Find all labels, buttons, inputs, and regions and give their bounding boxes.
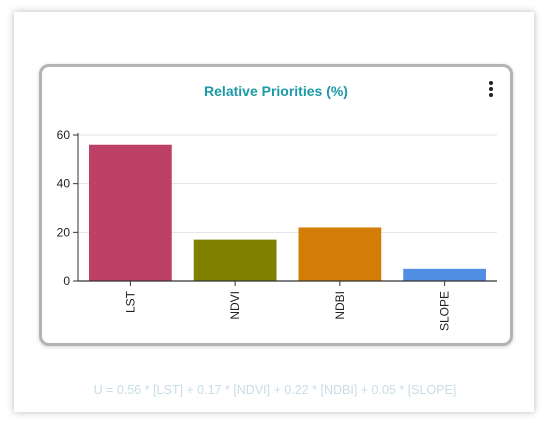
bar-ndvi xyxy=(193,239,277,281)
utility-formula: U = 0.56 * [LST] + 0.17 * [NDVI] + 0.22 … xyxy=(93,383,457,397)
y-tick-label: 20 xyxy=(57,225,71,239)
bar-lst xyxy=(88,144,172,281)
x-tick-label: NDBI xyxy=(333,291,347,320)
x-tick-label: SLOPE xyxy=(438,291,452,331)
chart-card: Relative Priorities (%) 0 20 40 60 LST NDVI ND… xyxy=(39,64,513,346)
more-options-icon[interactable] xyxy=(486,80,496,98)
y-tick-label: 0 xyxy=(63,274,70,288)
bar-ndbi xyxy=(298,227,382,281)
bar-slope xyxy=(403,268,487,281)
x-tick-label: LST xyxy=(123,290,137,313)
bar-chart: 0 20 40 60 LST NDVI NDBI SLOPE xyxy=(57,128,497,331)
chart-title: Relative Priorities (%) xyxy=(204,83,348,99)
y-tick-label: 40 xyxy=(57,177,71,191)
x-tick-label: NDVI xyxy=(228,291,242,320)
y-tick-label: 60 xyxy=(57,128,71,142)
